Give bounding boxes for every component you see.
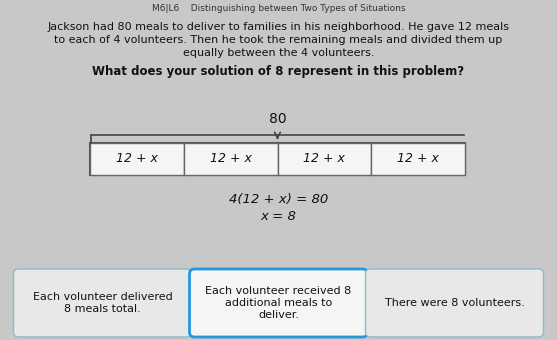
Text: 80: 80 xyxy=(268,112,286,126)
Text: There were 8 volunteers.: There were 8 volunteers. xyxy=(385,298,524,308)
Text: What does your solution of 8 represent in this problem?: What does your solution of 8 represent i… xyxy=(92,65,465,78)
FancyBboxPatch shape xyxy=(90,143,184,175)
FancyBboxPatch shape xyxy=(90,143,465,175)
Text: Each volunteer delivered
8 meals total.: Each volunteer delivered 8 meals total. xyxy=(33,292,172,314)
Text: 12 + x: 12 + x xyxy=(397,153,439,166)
FancyBboxPatch shape xyxy=(277,143,372,175)
Text: 12 + x: 12 + x xyxy=(304,153,345,166)
FancyBboxPatch shape xyxy=(184,143,277,175)
Text: M6|L6    Distinguishing between Two Types of Situations: M6|L6 Distinguishing between Two Types o… xyxy=(152,4,405,13)
Text: x = 8: x = 8 xyxy=(261,210,296,223)
FancyBboxPatch shape xyxy=(13,269,192,337)
Text: equally between the 4 volunteers.: equally between the 4 volunteers. xyxy=(183,48,374,58)
FancyBboxPatch shape xyxy=(372,143,465,175)
FancyBboxPatch shape xyxy=(365,269,544,337)
Text: 12 + x: 12 + x xyxy=(209,153,252,166)
Text: Jackson had 80 meals to deliver to families in his neighborhood. He gave 12 meal: Jackson had 80 meals to deliver to famil… xyxy=(47,22,510,32)
Text: 4(12 + x) = 80: 4(12 + x) = 80 xyxy=(229,193,328,206)
Text: to each of 4 volunteers. Then he took the remaining meals and divided them up: to each of 4 volunteers. Then he took th… xyxy=(55,35,502,45)
FancyBboxPatch shape xyxy=(189,269,368,337)
Text: Each volunteer received 8
additional meals to
deliver.: Each volunteer received 8 additional mea… xyxy=(206,286,351,320)
Text: 12 + x: 12 + x xyxy=(116,153,158,166)
